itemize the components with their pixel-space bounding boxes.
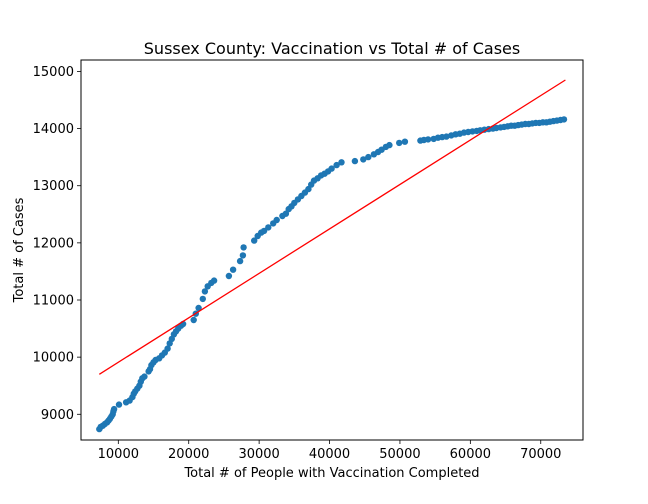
- x-axis: 10000 20000 30000 40000 50000 60000 70000: [98, 440, 561, 462]
- data-point: [338, 159, 345, 166]
- data-point: [365, 153, 372, 161]
- data-point: [190, 316, 197, 324]
- data-point: [225, 272, 233, 280]
- plot-frame: [80, 59, 584, 441]
- y-tick-label: 9000: [41, 408, 74, 423]
- y-tick-label: 14000: [33, 122, 74, 137]
- data-point: [424, 136, 432, 143]
- data-point: [328, 165, 335, 172]
- data-point: [229, 266, 237, 273]
- data-point: [351, 157, 359, 165]
- data-point: [360, 156, 367, 163]
- y-tick-label: 10000: [33, 351, 74, 366]
- y-tick-label: 12000: [33, 236, 74, 251]
- y-axis-title: Total # of Cases: [12, 197, 27, 303]
- data-point: [265, 224, 272, 231]
- trendline: [98, 79, 566, 375]
- data-point: [273, 216, 280, 224]
- data-point: [386, 141, 393, 149]
- data-point: [195, 304, 202, 312]
- x-tick-label: 10000: [98, 447, 139, 462]
- data-point: [164, 345, 171, 352]
- x-tick-label: 60000: [450, 447, 491, 462]
- data-point: [260, 227, 268, 235]
- data-point: [282, 210, 290, 217]
- y-axis: 9000 10000 11000 12000 13000 14000 15000: [33, 65, 81, 423]
- data-point: [240, 244, 247, 251]
- data-point: [201, 288, 209, 295]
- data-point: [110, 405, 118, 413]
- data-point: [443, 133, 450, 140]
- data-point: [239, 252, 247, 259]
- x-tick-label: 50000: [379, 447, 420, 462]
- data-point: [333, 161, 340, 169]
- data-point: [199, 295, 206, 303]
- y-tick-label: 11000: [33, 294, 74, 309]
- x-tick-label: 30000: [238, 447, 279, 462]
- x-tick-label: 40000: [309, 447, 350, 462]
- data-point: [401, 138, 409, 145]
- data-point: [236, 257, 244, 265]
- data-point: [141, 373, 148, 380]
- chart-title: Sussex County: Vaccination vs Total # of…: [144, 39, 520, 58]
- data-point: [396, 139, 403, 147]
- x-tick-label: 20000: [168, 447, 209, 462]
- y-tick-label: 15000: [33, 65, 74, 80]
- x-tick-label: 70000: [520, 447, 561, 462]
- plot-area: [96, 79, 568, 433]
- data-point: [210, 277, 218, 284]
- data-point: [560, 116, 568, 123]
- y-tick-label: 13000: [33, 179, 74, 194]
- data-point: [251, 237, 258, 244]
- x-axis-title: Total # of People with Vaccination Compl…: [183, 466, 479, 481]
- data-point: [115, 401, 123, 408]
